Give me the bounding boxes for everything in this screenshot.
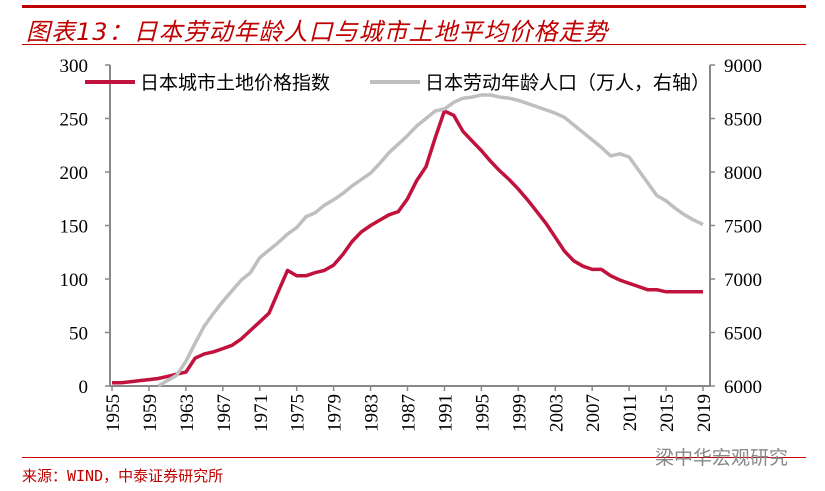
footer-rule — [22, 457, 806, 458]
left-tick-label: 0 — [79, 377, 89, 398]
legend-label-2: 日本劳动年龄人口（万人，右轴） — [425, 72, 710, 94]
x-tick-label: 2019 — [694, 394, 715, 432]
source-note: 来源：WIND，中泰证券研究所 — [22, 467, 224, 485]
x-tick-label: 1967 — [214, 394, 235, 432]
watermark: 梁中华宏观研究 — [655, 447, 789, 469]
series-line-2 — [157, 93, 704, 388]
right-tick-label: 6500 — [724, 324, 762, 345]
left-tick-label: 200 — [60, 163, 89, 184]
x-tick-label: 1995 — [472, 394, 493, 432]
x-tick-label: 1991 — [435, 394, 456, 432]
x-tick-label: 1955 — [103, 394, 124, 432]
x-tick-label: 1959 — [140, 394, 161, 432]
left-tick-label: 300 — [60, 56, 89, 77]
right-tick-label: 9000 — [724, 56, 762, 77]
right-tick-label: 7000 — [724, 270, 762, 291]
right-tick-label: 8000 — [724, 163, 762, 184]
x-tick-label: 1999 — [509, 394, 530, 432]
x-tick-label: 1979 — [325, 394, 346, 432]
x-tick-label: 1975 — [288, 394, 309, 432]
chart-title: 图表13：日本劳动年龄人口与城市土地平均价格走势 — [26, 18, 609, 46]
x-tick-label: 1987 — [399, 394, 420, 432]
x-tick-label: 1963 — [177, 394, 198, 432]
left-tick-label: 250 — [60, 110, 89, 131]
x-tick-label: 1971 — [251, 394, 272, 432]
top-rule — [22, 5, 806, 8]
x-tick-label: 2003 — [546, 394, 567, 432]
right-tick-label: 8500 — [724, 110, 762, 131]
x-tick-label: 1983 — [362, 394, 383, 432]
x-tick-label: 2015 — [657, 394, 678, 432]
series-line-1 — [112, 109, 703, 385]
x-tick-label: 2007 — [583, 394, 604, 432]
legend-label-1: 日本城市土地价格指数 — [140, 72, 330, 94]
title-rule — [22, 44, 806, 45]
right-tick-label: 6000 — [724, 377, 762, 398]
x-tick-label: 2011 — [620, 394, 641, 431]
left-tick-label: 150 — [60, 217, 89, 238]
left-tick-label: 50 — [69, 324, 88, 345]
left-tick-label: 100 — [60, 270, 89, 291]
right-tick-label: 7500 — [724, 217, 762, 238]
